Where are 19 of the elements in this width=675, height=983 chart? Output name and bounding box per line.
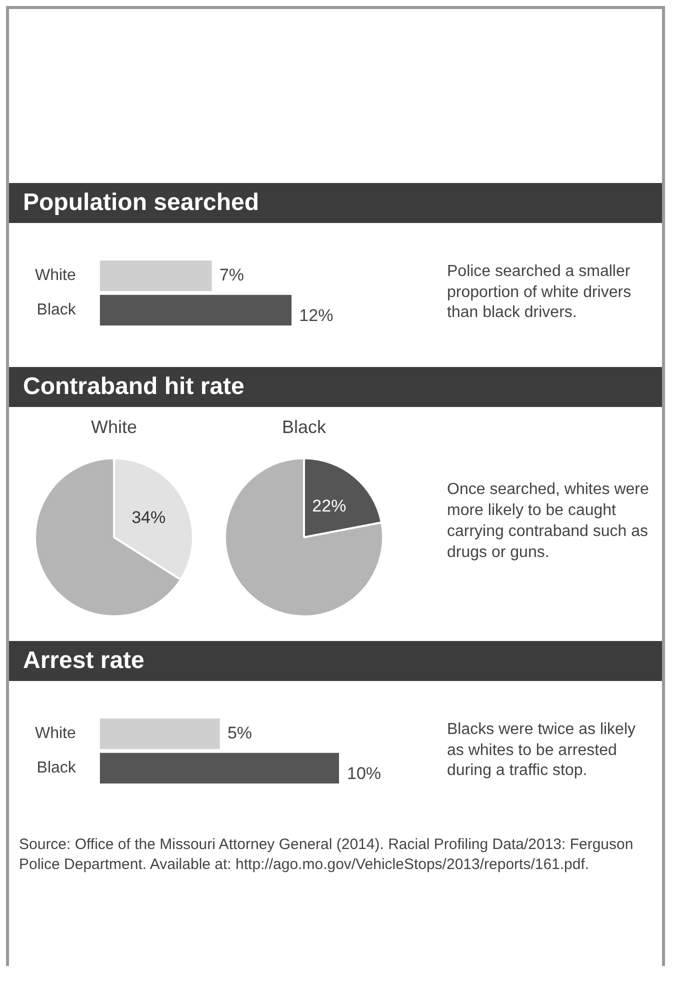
chart-title: Contraband hit rate: [9, 367, 662, 407]
source-note: Source: Office of the Missouri Attorney General (2014). Racial Profiling Data/2013: Ferguson Police Department. Available at: http://ago.mo.gov/VehicleStops/2013/reports/161.pdf.: [18, 835, 634, 876]
y-tick-label: Black: [36, 302, 77, 319]
text: Once searched, whites were more likely to be caught carrying contraband such as drugs or guns.: [447, 480, 650, 563]
data-label: 12%: [299, 306, 334, 325]
chart-title: Arrest rate: [9, 641, 662, 681]
text: Blacks were twice as likely as whites to be arrested during a traffic stop.: [447, 720, 636, 782]
chart-title: Population searched: [9, 183, 662, 223]
y-tick-label: White: [34, 267, 76, 284]
data-label: 10%: [347, 764, 382, 783]
data-label: 34%: [132, 508, 166, 527]
y-tick-label: White: [34, 725, 76, 742]
chart-subtitle: Black: [282, 416, 328, 437]
data-label: 22%: [312, 496, 346, 516]
data-label: 7%: [219, 265, 244, 284]
data-label: 5%: [227, 723, 252, 742]
y-tick-label: Black: [36, 760, 77, 777]
chart-subtitle: White: [90, 416, 138, 437]
text: Police searched a smaller proportion of white drivers than black drivers.: [447, 262, 632, 324]
